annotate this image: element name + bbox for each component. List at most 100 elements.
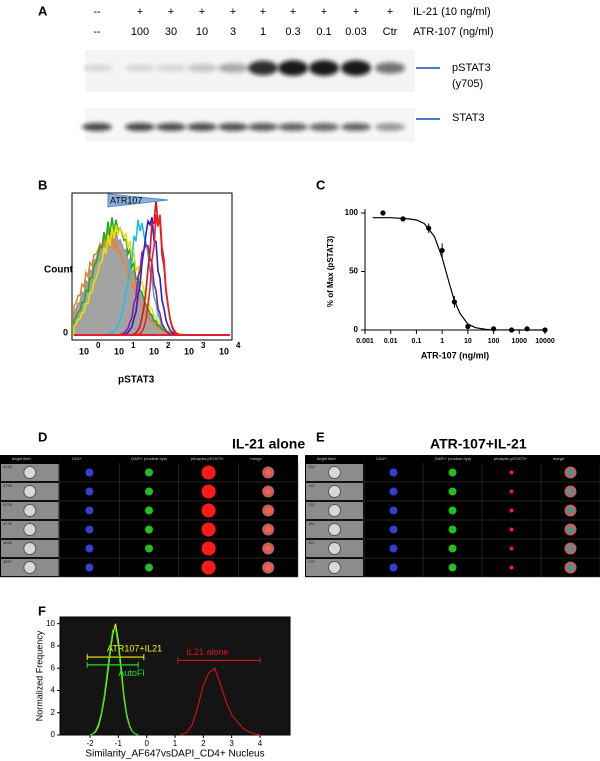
y-tick-label: 10 [46, 619, 55, 628]
x-tick-label: 1 [173, 739, 178, 748]
x-tick-exp: 1 [131, 341, 136, 350]
row-id: 175 [308, 559, 315, 564]
lane-label: 10 [196, 26, 208, 38]
cell [389, 563, 398, 572]
cell [389, 468, 398, 477]
histogram-line [89, 627, 139, 736]
y-tick-label: 4 [51, 686, 56, 695]
cell [85, 563, 94, 572]
cell [145, 563, 153, 572]
lane-label: + [321, 6, 327, 18]
cell [509, 527, 514, 532]
cell-nucleus [567, 488, 574, 495]
cell [328, 561, 341, 574]
lane-label: 0.03 [345, 26, 366, 38]
row-id: 4240 [3, 464, 13, 469]
data-point [524, 326, 530, 332]
y-tick-label: 0 [63, 327, 68, 337]
blot-band [187, 123, 217, 131]
plot-background [59, 616, 291, 736]
x-tick-label: 2 [201, 739, 206, 748]
cell-nucleus [567, 507, 574, 514]
cell [85, 544, 94, 553]
cell [448, 525, 457, 534]
x-tick-exp: 4 [236, 341, 241, 350]
x-tick-label: 4 [258, 739, 263, 748]
blot-band [278, 60, 308, 76]
y-tick-label: 0 [354, 325, 359, 334]
series-label: AutoFl [118, 668, 144, 678]
blot-band [248, 123, 278, 131]
lane-label: + [230, 6, 236, 18]
x-tick-label: 100 [488, 338, 500, 345]
histogram [74, 214, 230, 336]
cell [448, 468, 457, 477]
blot-band [125, 123, 155, 131]
y-axis-label: % of Max (pSTAT3) [326, 236, 335, 308]
cell [201, 522, 216, 537]
x-tick-label: 0 [144, 739, 149, 748]
blot-band [375, 123, 405, 131]
lane-label: -- [93, 6, 101, 18]
cell [448, 487, 457, 496]
panel-title: IL-21 alone [232, 436, 305, 452]
x-axis-label: Similarity_AF647vsDAPI_CD4+ Nucleus [85, 749, 264, 760]
cell-nucleus [265, 526, 272, 533]
lane-label: + [353, 6, 359, 18]
row-id: 104 [308, 464, 315, 469]
blot-label: (y705) [452, 78, 483, 90]
blot-band [187, 64, 217, 72]
panel-letter: A [38, 3, 48, 18]
row-id: 151 [308, 540, 315, 545]
column-header: phospho-pSTAT3+ [191, 456, 225, 461]
cell-nucleus [567, 469, 574, 476]
lane-label: + [137, 6, 143, 18]
row-id: 4898 [3, 540, 13, 545]
cell [85, 525, 94, 534]
x-tick-label: 10 [114, 346, 124, 356]
cell [509, 565, 514, 570]
column-header: merge [553, 456, 565, 461]
lane-label: + [290, 6, 296, 18]
blot-band [156, 64, 186, 72]
cell [201, 465, 216, 480]
x-tick-label: 1 [440, 338, 444, 345]
column-header: merge [250, 456, 262, 461]
series-label: IL21 alone [186, 647, 228, 657]
cell [328, 504, 341, 517]
x-tick-label: -2 [86, 739, 94, 748]
data-point [380, 210, 386, 216]
cell [509, 489, 514, 494]
lane-label: + [199, 6, 205, 18]
blot-band [341, 123, 371, 131]
cell-nucleus [567, 564, 574, 571]
row-id: 5276 [3, 502, 13, 507]
cell [23, 561, 37, 574]
lane-label: + [387, 6, 393, 18]
x-tick-label: 10000 [535, 338, 555, 345]
data-point [439, 247, 445, 254]
column-header: CD4+ [376, 456, 387, 461]
y-tick-label: 6 [51, 663, 56, 672]
lane-label: 0.3 [285, 26, 300, 38]
blot-label: pSTAT3 [452, 62, 491, 74]
blot-band [309, 60, 339, 76]
lane-label: + [260, 6, 266, 18]
column-header: bright field [12, 456, 30, 461]
cell [23, 466, 37, 479]
panel-letter: D [38, 429, 47, 444]
cell [145, 487, 153, 496]
blot-band [278, 123, 308, 131]
x-axis-label: pSTAT3 [118, 375, 155, 386]
x-tick-label: 0.1 [412, 338, 422, 345]
fit-curve [372, 217, 545, 331]
cell [328, 542, 341, 555]
cell-nucleus [265, 564, 272, 571]
panel-letter: E [316, 429, 325, 444]
cell [23, 523, 37, 536]
cell [389, 544, 398, 553]
column-header: phospho-pSTAT3+ [494, 456, 528, 461]
y-axis-label: Count [44, 265, 74, 276]
x-tick-exp: 2 [166, 341, 171, 350]
cell-nucleus [265, 507, 272, 514]
